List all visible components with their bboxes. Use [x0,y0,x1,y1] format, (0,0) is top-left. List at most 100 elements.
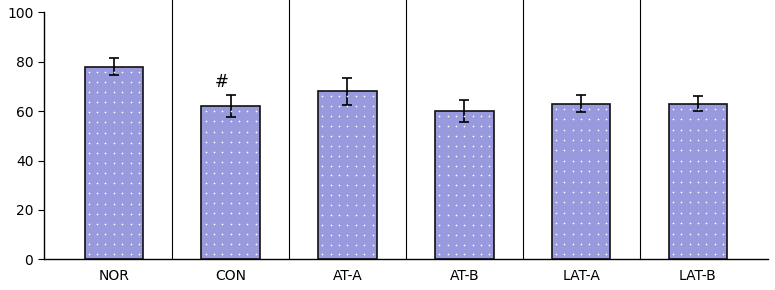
Point [83,222,95,226]
Point [241,150,253,155]
Point [367,193,379,197]
Point [99,211,112,216]
Point [216,129,229,134]
Point [433,203,446,207]
Point [550,138,563,142]
Point [325,94,337,99]
Point [666,252,679,257]
Point [358,173,370,178]
Point [358,242,370,247]
Point [333,183,346,188]
Point [575,117,587,122]
Point [91,79,103,84]
Point [467,163,479,168]
Point [475,153,487,158]
Point [550,127,563,132]
Point [91,201,103,206]
Point [333,252,346,257]
Point [575,148,587,153]
Point [567,138,579,142]
Point [558,179,570,184]
Point [433,173,446,178]
Point [442,114,454,118]
Point [341,114,353,118]
Bar [552,104,611,259]
Point [124,252,136,257]
Point [442,163,454,168]
Point [708,252,721,257]
Point [208,180,220,185]
Point [467,134,479,138]
Point [225,150,237,155]
Point [567,200,579,205]
Point [591,148,604,153]
Point [692,211,704,215]
Point [350,114,362,118]
Point [232,139,245,144]
Point [341,173,353,178]
Point [199,221,212,226]
Point [333,94,346,99]
Point [241,252,253,257]
Point [717,231,729,236]
Point [591,200,604,205]
Point [83,211,95,216]
Point [216,170,229,175]
Point [433,134,446,138]
Point [692,158,704,163]
Point [458,252,470,257]
Point [99,151,112,155]
Point [133,161,145,165]
Point [584,242,596,246]
Point [675,231,687,236]
Point [449,163,462,168]
Point [124,130,136,135]
Point [116,69,129,74]
Point [584,211,596,215]
Point [116,252,129,257]
Point [600,179,612,184]
Point [591,190,604,194]
Point [483,213,495,217]
Point [467,153,479,158]
Point [483,252,495,257]
Point [433,183,446,188]
Point [467,242,479,247]
Point [700,106,712,111]
Point [591,242,604,246]
Point [358,144,370,148]
Point [600,138,612,142]
Point [475,203,487,207]
Point [475,114,487,118]
Point [250,129,262,134]
Point [316,222,329,227]
Point [316,104,329,108]
Point [483,163,495,168]
Point [325,203,337,207]
Point [316,252,329,257]
Point [108,181,120,186]
Point [717,242,729,246]
Point [584,179,596,184]
Point [250,242,262,246]
Point [442,124,454,128]
Point [666,190,679,194]
Point [99,90,112,94]
Point [316,134,329,138]
Point [216,191,229,195]
Point [433,144,446,148]
Point [250,211,262,216]
Point [232,129,245,134]
Point [567,190,579,194]
Point [350,153,362,158]
Point [241,170,253,175]
Point [232,191,245,195]
Point [108,242,120,246]
Point [333,163,346,168]
Point [558,231,570,236]
Point [350,163,362,168]
Point [99,232,112,236]
Point [700,200,712,205]
Point [133,130,145,135]
Point [675,190,687,194]
